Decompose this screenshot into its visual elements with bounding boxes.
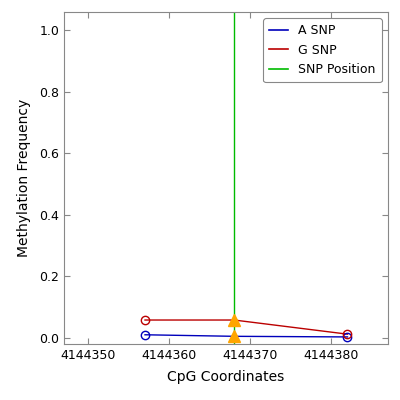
X-axis label: CpG Coordinates: CpG Coordinates <box>167 370 285 384</box>
Legend: A SNP, G SNP, SNP Position: A SNP, G SNP, SNP Position <box>263 18 382 82</box>
Y-axis label: Methylation Frequency: Methylation Frequency <box>17 99 31 257</box>
